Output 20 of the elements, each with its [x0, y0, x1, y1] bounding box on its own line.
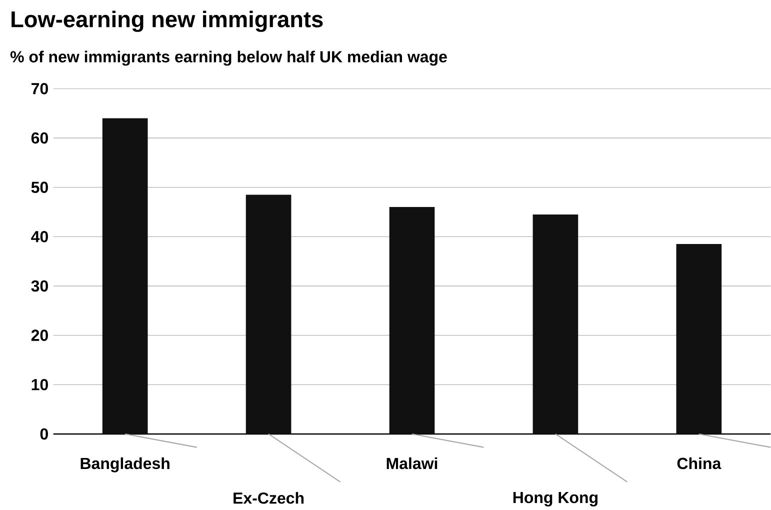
x-tick-label: Hong Kong [513, 492, 598, 506]
y-tick-label: 70 [32, 83, 48, 94]
y-tick-label: 60 [31, 132, 48, 144]
bar [102, 118, 148, 434]
bar [246, 194, 292, 434]
y-tick-label: 10 [32, 378, 48, 390]
x-tick-label: Ex-Czech [234, 492, 304, 504]
x-tick-label: Malawi [386, 457, 438, 470]
y-tick-label: 40 [31, 231, 48, 242]
bar [676, 244, 722, 434]
y-tick-label: 30 [31, 280, 48, 292]
chart-title: Low-earning new immigrants [12, 10, 323, 32]
y-tick-label: 20 [31, 330, 48, 341]
x-tick-label: China [677, 457, 722, 470]
bar [389, 207, 435, 434]
x-tick-label: Bangladesh [80, 457, 170, 472]
y-tick-label: 0 [40, 428, 48, 440]
bar [532, 214, 578, 434]
y-tick-label: 50 [31, 182, 48, 193]
chart-subtitle: % of new immigrants earning below half UK median wage [10, 50, 447, 66]
